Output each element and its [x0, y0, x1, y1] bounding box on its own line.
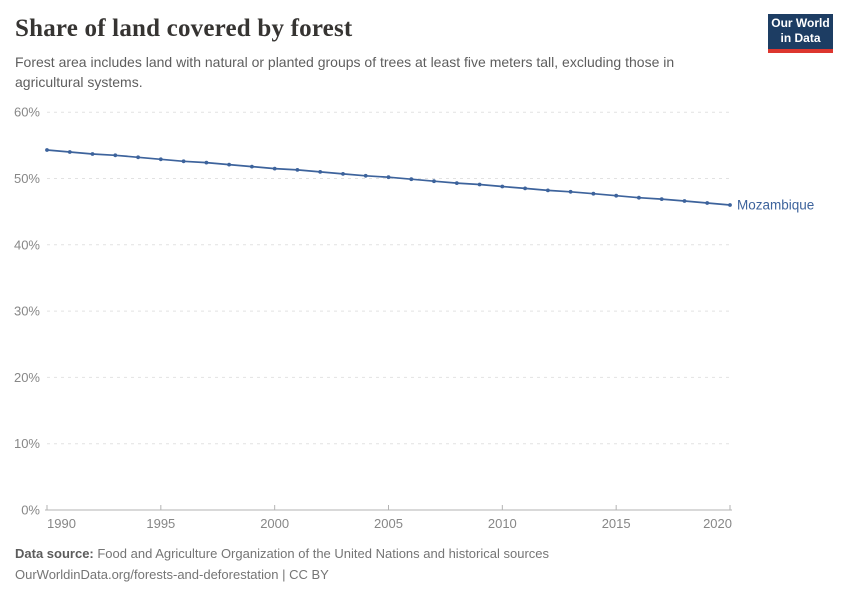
x-axis-tick-label: 1990: [47, 516, 76, 531]
owid-logo-line2: in Data: [780, 31, 821, 45]
x-axis-tick-label: 2015: [602, 516, 631, 531]
x-axis-tick-label: 2020: [703, 516, 732, 531]
data-point: [432, 179, 436, 184]
y-axis-tick-label: 50%: [14, 171, 40, 186]
x-axis-tick-label: 2000: [260, 516, 289, 531]
data-point: [728, 203, 732, 207]
chart-title: Share of land covered by forest: [15, 15, 353, 42]
data-point: [659, 197, 664, 201]
data-point: [568, 189, 573, 194]
y-axis-tick-label: 40%: [14, 237, 40, 252]
citation-line[interactable]: OurWorldinData.org/forests-and-deforesta…: [15, 567, 329, 582]
data-point: [136, 155, 141, 160]
data-point: [454, 181, 459, 185]
data-point: [614, 193, 619, 198]
series-label-mozambique[interactable]: Mozambique: [737, 198, 814, 213]
data-source-line: Data source: Food and Agriculture Organi…: [15, 543, 549, 564]
data-point: [682, 199, 687, 203]
chart-footer: Data source: Food and Agriculture Organi…: [15, 543, 549, 585]
y-axis-tick-label: 30%: [14, 304, 40, 319]
data-point: [523, 186, 527, 191]
chart-subtitle: Forest area includes land with natural o…: [15, 54, 675, 90]
y-axis-tick-label: 60%: [14, 105, 40, 120]
data-point: [113, 153, 118, 158]
data-point: [158, 157, 163, 162]
data-point: [181, 159, 186, 164]
data-point: [250, 164, 254, 169]
data-point: [318, 170, 323, 174]
data-point: [295, 168, 300, 172]
data-point: [204, 160, 209, 165]
data-point: [386, 175, 391, 180]
data-point: [341, 172, 345, 176]
y-axis-tick-label: 0%: [21, 503, 40, 518]
data-point: [227, 162, 232, 167]
x-axis-tick-label: 2005: [374, 516, 403, 531]
data-point: [409, 177, 414, 182]
data-point: [272, 166, 277, 171]
data-point: [500, 184, 505, 189]
data-source-text: Food and Agriculture Organization of the…: [93, 546, 550, 561]
y-axis-tick-label: 10%: [14, 436, 40, 451]
x-axis-tick-label: 2010: [488, 516, 517, 531]
data-point: [363, 173, 368, 178]
x-axis-tick-label: 1995: [146, 516, 175, 531]
data-point: [67, 150, 72, 154]
data-point: [637, 195, 641, 200]
data-point: [45, 148, 49, 152]
data-point: [705, 201, 710, 205]
data-source-label: Data source:: [15, 546, 94, 561]
owid-logo[interactable]: Our World in Data: [768, 14, 833, 53]
data-point: [90, 152, 95, 156]
line-chart-canvas: 0% 10% 20% 30% 40% 50% 60% 1990 1995 2000 2005 2010…: [14, 105, 814, 531]
data-point: [477, 182, 482, 187]
data-point: [546, 188, 550, 193]
owid-logo-line1: Our World: [771, 16, 830, 30]
y-axis-tick-label: 20%: [14, 370, 40, 385]
data-point: [591, 191, 596, 196]
